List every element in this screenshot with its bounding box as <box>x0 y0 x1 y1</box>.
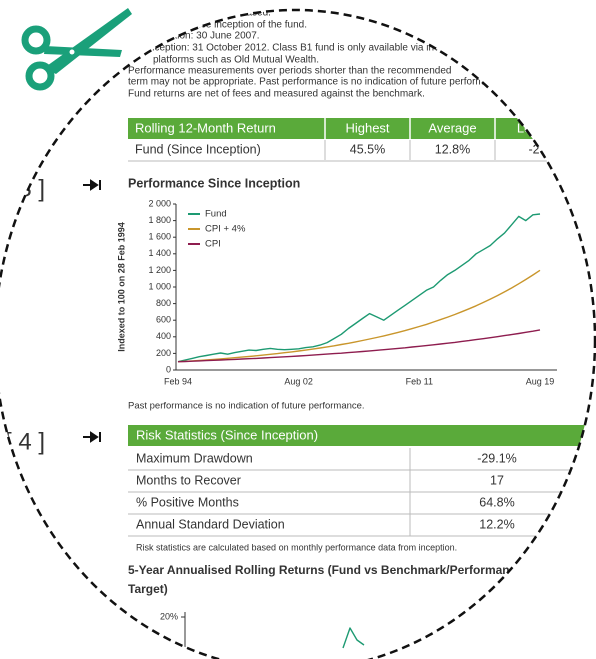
risk-note: Risk statistics are calculated based on … <box>136 542 457 552</box>
y-tick-label: 800 <box>156 298 171 308</box>
data-line <box>177 213 541 363</box>
performance-note: Past performance is no indication of fut… <box>128 401 365 412</box>
data-line <box>342 627 365 649</box>
table-header-bg <box>128 425 595 446</box>
y-tick-label: 20% <box>160 611 178 621</box>
chart-title: Performance Since Inception <box>128 176 300 190</box>
y-tick-label: 1 800 <box>148 215 171 225</box>
table-cell: 45.5% <box>350 142 385 156</box>
legend-label: CPI <box>205 239 221 250</box>
table-cell: 12.8% <box>435 142 470 156</box>
chart-title: Target) <box>128 582 168 596</box>
table-cell: Annual Standard Deviation <box>136 517 285 531</box>
footnote: ³ Inception: 31 October 2012. Class B1 f… <box>140 43 475 54</box>
x-tick-label: Feb 94 <box>164 376 192 386</box>
y-tick-label: 1 400 <box>148 248 171 258</box>
y-tick-label: 2 000 <box>148 198 171 208</box>
chart-title: 5-Year Annualised Rolling Returns (Fund … <box>128 563 523 577</box>
table-header-cell: Risk Statistics (Since Inception) <box>136 427 318 442</box>
x-tick-label: Feb 11 <box>406 376 433 386</box>
data-line <box>177 269 541 363</box>
table-header-cell: Lowest <box>517 120 559 135</box>
table-cell: Maximum Drawdown <box>136 451 253 465</box>
dashed-cut-line <box>0 8 596 659</box>
scissors-icon <box>21 8 132 91</box>
y-tick-label: 1 200 <box>148 265 171 275</box>
footnote: Performance measurements over periods sh… <box>128 66 452 77</box>
y-tick-label: 0 <box>166 364 171 374</box>
footnote: platforms such as Old Mutual Wealth. <box>153 55 319 66</box>
arrow-icon <box>83 179 101 191</box>
table-header-bg <box>128 118 595 139</box>
y-tick-label: 400 <box>156 331 171 341</box>
table-cell: Fund (Since Inception) <box>135 142 261 156</box>
table-header-cell: Highest <box>345 120 389 135</box>
table-cell: 17 <box>490 473 504 487</box>
y-axis-label: Indexed to 100 on 28 Feb 1994 <box>116 222 126 352</box>
arrow-icon <box>83 431 101 443</box>
y-tick-label: 1 000 <box>148 281 171 291</box>
data-line <box>177 329 541 363</box>
footnote: Fund returns are net of fees and measure… <box>128 89 425 100</box>
legend-label: Fund <box>205 209 227 220</box>
table-header-cell: Rolling 12-Month Return <box>135 120 276 135</box>
table-header-cell: Average <box>428 120 476 135</box>
section-marker: [ 4 ] <box>5 428 45 455</box>
x-tick-label: Aug 19 <box>526 376 555 386</box>
table-cell: 12.2% <box>479 517 514 531</box>
table-cell: Months to Recover <box>136 473 241 487</box>
y-tick-label: 600 <box>156 315 171 325</box>
y-tick-label: 1 600 <box>148 232 171 242</box>
footnote: Performance since inception of the fund. <box>128 20 307 31</box>
table-cell: -29.1% <box>477 451 517 465</box>
footnote: term may not be appropriate. Past perfor… <box>128 77 508 88</box>
table-cell: 64.8% <box>479 495 514 509</box>
x-tick-label: Aug 02 <box>284 376 313 386</box>
document-content: inflation rate was released.Performance … <box>5 8 595 659</box>
table-cell: % Positive Months <box>136 495 239 509</box>
legend-label: CPI + 4% <box>205 224 246 235</box>
footnote: inflation rate was released. <box>152 8 271 19</box>
footnote: Inception: 30 June 2007. <box>150 31 260 42</box>
y-tick-label: 200 <box>156 348 171 358</box>
